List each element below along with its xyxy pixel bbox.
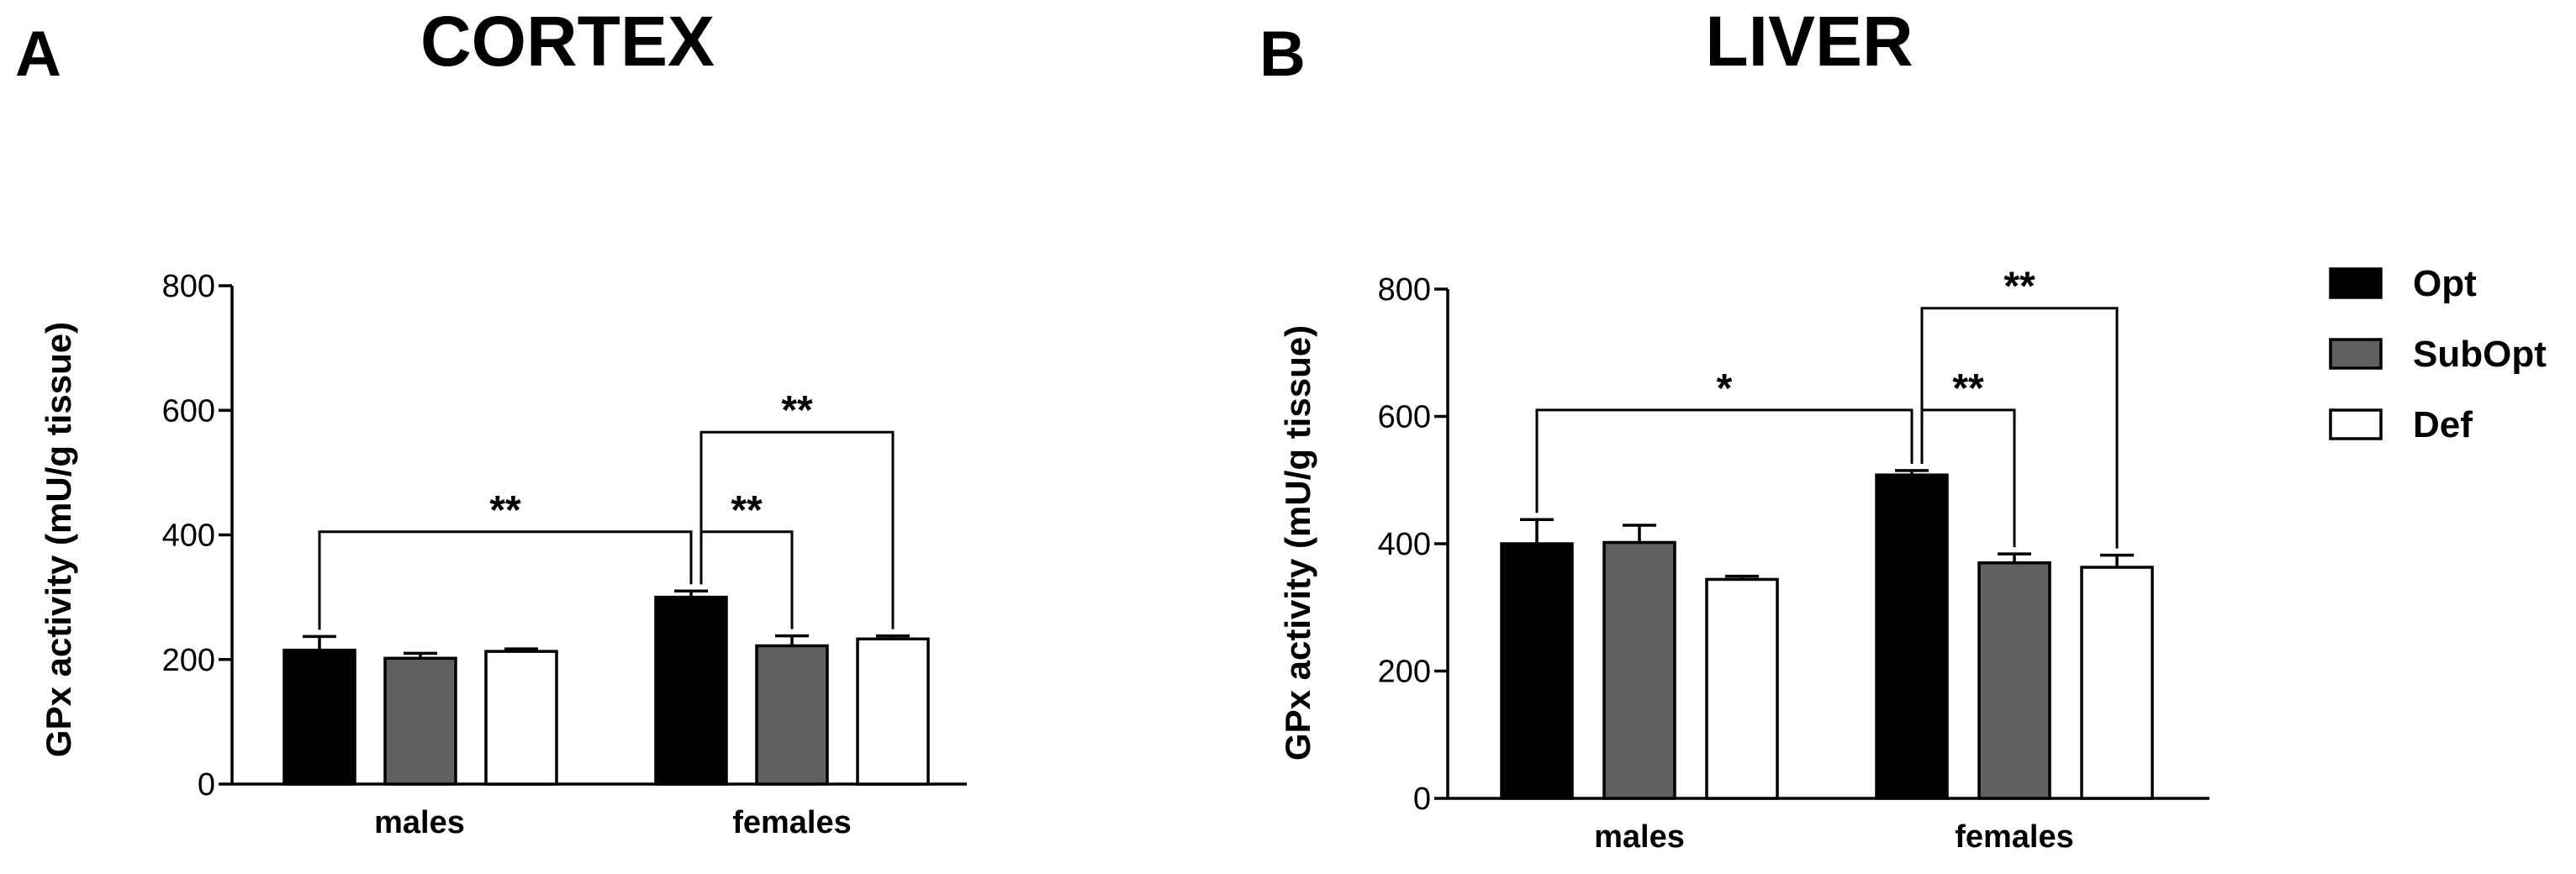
panel-b-bar-def-females — [2080, 566, 2154, 800]
legend-swatch-def — [2329, 408, 2383, 440]
panel-a-title: CORTEX — [420, 2, 715, 81]
panel-a-bar-subopt-males — [383, 656, 457, 786]
panel-a-y-tick-label: 200 — [162, 643, 215, 678]
panel-b-y-tick-label: 0 — [1413, 782, 1431, 817]
panel-b-bar-opt-males — [1500, 542, 1574, 800]
panel-a-y-tick-label: 800 — [162, 269, 215, 304]
panel-b-bar-def-males — [1705, 577, 1779, 800]
panel-a-letter: A — [15, 18, 61, 90]
panel-a-significance-label: ** — [781, 388, 813, 433]
legend-label-opt: Opt — [2413, 263, 2477, 304]
panel-b-y-tick-label: 400 — [1378, 527, 1431, 562]
legend-label-def: Def — [2413, 404, 2473, 445]
panel-b-y-tick-label: 800 — [1378, 272, 1431, 308]
panel-a-y-tick-label: 400 — [162, 519, 215, 554]
panel-b-significance-label: ** — [2003, 265, 2035, 309]
panel-b-significance-bracket — [1920, 307, 2119, 549]
panel-b-category-label: females — [1955, 819, 2074, 855]
panel-b-category-label: males — [1594, 819, 1685, 855]
panel-b-bar-subopt-males — [1602, 540, 1676, 800]
panel-b-letter: B — [1259, 18, 1306, 90]
panel-a-significance-bracket — [318, 530, 693, 630]
panel-a-bar-def-males — [484, 650, 558, 786]
panel-b-y-tick-label: 600 — [1378, 400, 1431, 435]
panel-a-bar-subopt-females — [755, 644, 829, 786]
panel-a-bar-opt-males — [282, 648, 356, 786]
panel-b-bar-subopt-females — [1977, 561, 2051, 800]
panel-a-bar-opt-females — [654, 595, 728, 786]
panel-a-y-tick-label: 600 — [162, 393, 215, 429]
legend: Opt SubOpt Def — [2329, 263, 2547, 445]
panel-a-significance-label: ** — [489, 488, 521, 533]
panel-b-ylabel: GPx activity (mU/g tissue) — [1278, 325, 1317, 761]
panel-a-ylabel: GPx activity (mU/g tissue) — [39, 322, 78, 757]
panel-a-category-label: females — [732, 805, 852, 840]
panel-b-title: LIVER — [1705, 2, 1913, 81]
panel-a-bar-def-females — [856, 637, 930, 786]
panel-b-significance-bracket — [1535, 408, 1914, 513]
panel-b-y-tick-label: 200 — [1378, 655, 1431, 690]
panel-b-bar-opt-females — [1875, 473, 1949, 800]
panel-a-plot: 0 200 400 600 800 males females ** ** ** — [162, 269, 967, 840]
panel-b-significance-label: ** — [1952, 366, 1984, 411]
legend-label-subopt: SubOpt — [2413, 334, 2547, 375]
legend-swatch-subopt — [2329, 338, 2383, 370]
legend-swatch-opt — [2329, 267, 2383, 299]
panel-a-significance-bracket — [699, 430, 895, 629]
panel-a-y-tick-label: 0 — [198, 767, 215, 803]
panel-a-category-label: males — [374, 805, 465, 840]
panel-a-significance-label: ** — [731, 488, 763, 533]
panel-b-significance-label: * — [1717, 366, 1733, 411]
